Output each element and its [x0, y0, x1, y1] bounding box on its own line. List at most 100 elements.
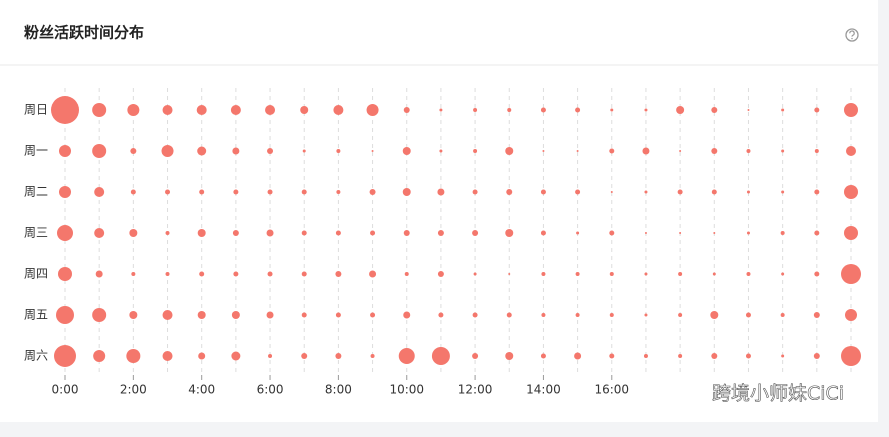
- bubble: [507, 108, 512, 112]
- bubble: [301, 353, 308, 359]
- bubble: [644, 108, 648, 112]
- bubble: [231, 311, 240, 319]
- bubble: [370, 230, 376, 236]
- bubble: [439, 149, 443, 153]
- bubble: [574, 352, 582, 360]
- bubble: [781, 272, 785, 276]
- bubble: [129, 311, 138, 319]
- bubble: [710, 311, 719, 319]
- bubble: [402, 188, 411, 196]
- bubble: [57, 225, 73, 241]
- bubble: [197, 229, 206, 237]
- bubble: [94, 228, 105, 238]
- bubble: [712, 272, 716, 276]
- bubble: [644, 272, 648, 276]
- bubble: [472, 353, 479, 359]
- bubble: [711, 353, 718, 359]
- bubble: [54, 345, 76, 367]
- bubble: [94, 187, 105, 197]
- x-tick-label: 6:00: [257, 383, 284, 397]
- y-tick-label: 周五: [24, 308, 48, 322]
- bubble: [265, 105, 276, 115]
- x-tick-label: 2:00: [120, 383, 147, 397]
- bubble: [644, 190, 648, 194]
- bubble: [814, 230, 820, 236]
- bubble: [131, 272, 136, 276]
- y-tick-label: 周日: [24, 103, 48, 117]
- bubble: [59, 186, 71, 198]
- bubble: [302, 149, 306, 153]
- bubble: [814, 107, 820, 113]
- bubble: [642, 147, 650, 155]
- bubble: [58, 267, 72, 281]
- bubble: [745, 353, 751, 359]
- x-tick-label: 16:00: [594, 383, 629, 397]
- bubble: [197, 146, 207, 156]
- bubble: [746, 190, 750, 194]
- bubble: [506, 189, 513, 195]
- bubble: [231, 351, 241, 361]
- bubble: [438, 312, 444, 318]
- bubble: [335, 271, 342, 277]
- bubble: [51, 96, 79, 124]
- bubble: [370, 354, 375, 358]
- bubble: [643, 354, 648, 358]
- bubble: [678, 313, 683, 317]
- bubble: [679, 150, 682, 152]
- bubble: [781, 149, 785, 153]
- bubble: [369, 270, 377, 278]
- bubble: [781, 108, 785, 112]
- bubble: [473, 272, 477, 276]
- bubble: [165, 231, 170, 235]
- bubble: [845, 309, 857, 321]
- bubble: [59, 145, 71, 157]
- bubble: [161, 145, 174, 157]
- bubble: [678, 272, 683, 276]
- bubble: [403, 230, 410, 236]
- bubble: [610, 191, 613, 193]
- bubble: [127, 104, 140, 116]
- bubble: [267, 148, 274, 154]
- bubble: [336, 149, 341, 153]
- bubble: [199, 271, 205, 277]
- bubble: [300, 106, 309, 114]
- bubble: [814, 149, 819, 153]
- bubble: [542, 150, 545, 152]
- bubble: [541, 313, 546, 317]
- bubble: [575, 189, 581, 195]
- bubble: [609, 353, 615, 359]
- y-tick-label: 周六: [24, 349, 48, 363]
- x-tick-label: 0:00: [52, 383, 79, 397]
- bubble: [814, 271, 820, 277]
- bubble: [402, 147, 411, 155]
- bubble: [609, 313, 614, 317]
- bubble: [431, 347, 450, 365]
- bubble: [56, 306, 74, 324]
- bubble: [162, 105, 173, 115]
- bubble: [301, 312, 307, 318]
- bubble: [165, 272, 170, 276]
- bubble: [369, 189, 376, 195]
- bubble: [472, 189, 478, 195]
- bubble: [841, 346, 861, 366]
- bubble: [747, 109, 750, 111]
- bubble: [844, 226, 858, 240]
- help-icon[interactable]: [845, 28, 859, 42]
- bubble: [678, 354, 683, 358]
- bubble: [333, 105, 344, 115]
- bubble: [505, 147, 514, 155]
- bubble: [540, 353, 546, 359]
- bubble: [813, 353, 820, 359]
- bubble: [745, 312, 751, 318]
- y-tick-label: 周四: [24, 267, 48, 281]
- watermark: 跨境小师妹CiCi: [712, 383, 844, 405]
- x-tick-label: 10:00: [389, 383, 424, 397]
- bubble: [266, 229, 274, 237]
- bubble: [540, 107, 546, 113]
- bubble: [233, 189, 239, 195]
- bubble: [95, 270, 103, 278]
- bubble: [129, 229, 138, 237]
- bubble: [437, 188, 445, 196]
- y-tick-label: 周三: [24, 226, 48, 240]
- bubble: [746, 231, 750, 235]
